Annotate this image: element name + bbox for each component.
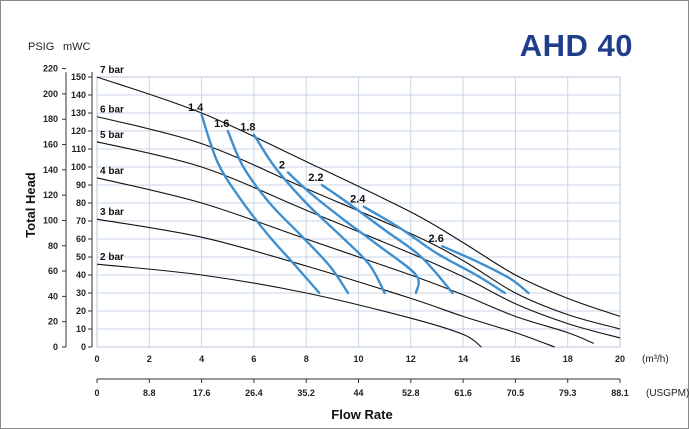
- x-tick-label-usgpm: 8.8: [143, 388, 156, 398]
- air-curve-2.4: [362, 205, 507, 295]
- mwc-tick-label: 30: [76, 288, 86, 298]
- x-tick-label-m3h: 6: [251, 354, 256, 364]
- mwc-tick-label: 120: [71, 126, 86, 136]
- x-tick-label-usgpm: 52.8: [402, 388, 420, 398]
- x-tick-label-m3h: 10: [353, 354, 363, 364]
- pressure-curve-3-bar: [96, 218, 555, 348]
- pressure-lines: [96, 76, 621, 348]
- mwc-tick-label: 140: [71, 90, 86, 100]
- x-axis-title: Flow Rate: [331, 407, 392, 422]
- psig-tick-label: 60: [48, 266, 58, 276]
- plot-border: [96, 76, 621, 348]
- mwc-tick-label: 20: [76, 306, 86, 316]
- x-tick-label-usgpm: 0: [94, 388, 99, 398]
- mwc-tick-label: 0: [81, 342, 86, 352]
- psig-tick-label: 180: [43, 114, 58, 124]
- psig-tick-label: 40: [48, 291, 58, 301]
- pressure-curve-6-bar: [96, 116, 621, 330]
- x-tick-label-m3h: 16: [510, 354, 520, 364]
- y-axis-title: Total Head: [23, 172, 38, 238]
- x-tick-label-m3h: 4: [199, 354, 204, 364]
- air-consumption-label: 2.6: [429, 233, 444, 245]
- pressure-curve-7-bar: [96, 76, 621, 317]
- x-unit-primary-label: (m³/h): [642, 354, 669, 365]
- air-curve-2: [286, 171, 420, 295]
- x-tick-label-usgpm: 70.5: [507, 388, 525, 398]
- air-consumption-lines: [200, 113, 530, 295]
- pressure-label: 3 bar: [100, 207, 124, 218]
- air-curve-1.6: [226, 129, 350, 295]
- pressure-curve-5-bar: [96, 141, 621, 339]
- psig-tick-label: 80: [48, 241, 58, 251]
- psig-tick-label: 100: [43, 215, 58, 225]
- air-consumption-label: 1.6: [214, 118, 229, 130]
- mwc-tick-label: 130: [71, 108, 86, 118]
- x-tick-label-m3h: 8: [304, 354, 309, 364]
- pressure-label: 7 bar: [100, 65, 124, 76]
- mwc-tick-label: 150: [71, 72, 86, 82]
- psig-tick-label: 0: [53, 342, 58, 352]
- psig-tick-label: 20: [48, 317, 58, 327]
- pressure-label: 6 bar: [100, 105, 124, 116]
- pressure-label: 2 bar: [100, 252, 124, 263]
- air-consumption-label: 2.2: [308, 172, 323, 184]
- mwc-tick-label: 10: [76, 324, 86, 334]
- psig-tick-label: 160: [43, 140, 58, 150]
- air-curve-1.4: [200, 113, 321, 295]
- psig-tick-label: 120: [43, 190, 58, 200]
- axes: 0102030405060708090100110120130140150020…: [43, 64, 629, 398]
- x-tick-label-usgpm: 79.3: [559, 388, 577, 398]
- mwc-tick-label: 40: [76, 270, 86, 280]
- x-unit-secondary-label: (USGPM): [646, 388, 689, 399]
- x-tick-label-usgpm: 88.1: [611, 388, 629, 398]
- x-tick-label-m3h: 20: [615, 354, 625, 364]
- air-curve-2.6: [441, 245, 530, 295]
- mwc-tick-label: 80: [76, 198, 86, 208]
- mwc-tick-label: 50: [76, 252, 86, 262]
- x-tick-label-usgpm: 35.2: [297, 388, 315, 398]
- air-curve-1.8: [252, 133, 386, 295]
- air-consumption-label: 2: [279, 159, 285, 171]
- chart-labels: 7 bar 6 bar 5 bar 4 bar 3 bar 2 bar 1.4 1.6 1.8 2…: [100, 65, 444, 263]
- x-tick-label-usgpm: 26.4: [245, 388, 263, 398]
- mwc-tick-label: 70: [76, 216, 86, 226]
- psig-tick-label: 220: [43, 64, 58, 74]
- chart-title: AHD 40: [519, 28, 633, 63]
- x-tick-label-usgpm: 44: [353, 388, 363, 398]
- x-tick-label-m3h: 12: [406, 354, 416, 364]
- psig-tick-label: 200: [43, 89, 58, 99]
- x-tick-label-m3h: 18: [563, 354, 573, 364]
- air-curve-2.2: [320, 183, 454, 295]
- x-tick-label-m3h: 0: [94, 354, 99, 364]
- mwc-tick-label: 110: [71, 144, 86, 154]
- air-consumption-label: 2.4: [350, 194, 366, 206]
- mwc-unit-label: mWC: [63, 41, 91, 53]
- pressure-label: 4 bar: [100, 166, 124, 177]
- x-tick-label-usgpm: 61.6: [454, 388, 472, 398]
- x-tick-label-usgpm: 17.6: [193, 388, 211, 398]
- mwc-tick-label: 100: [71, 162, 86, 172]
- pressure-curve-2-bar: [96, 263, 482, 348]
- pressure-label: 5 bar: [100, 130, 124, 141]
- psig-unit-label: PSIG: [28, 41, 54, 53]
- air-consumption-label: 1.4: [188, 102, 204, 114]
- psig-tick-label: 140: [43, 165, 58, 175]
- mwc-tick-label: 60: [76, 234, 86, 244]
- mwc-tick-label: 90: [76, 180, 86, 190]
- x-tick-label-m3h: 2: [147, 354, 152, 364]
- air-consumption-label: 1.8: [240, 122, 255, 134]
- pressure-curve-4-bar: [96, 177, 595, 344]
- x-tick-label-m3h: 14: [458, 354, 468, 364]
